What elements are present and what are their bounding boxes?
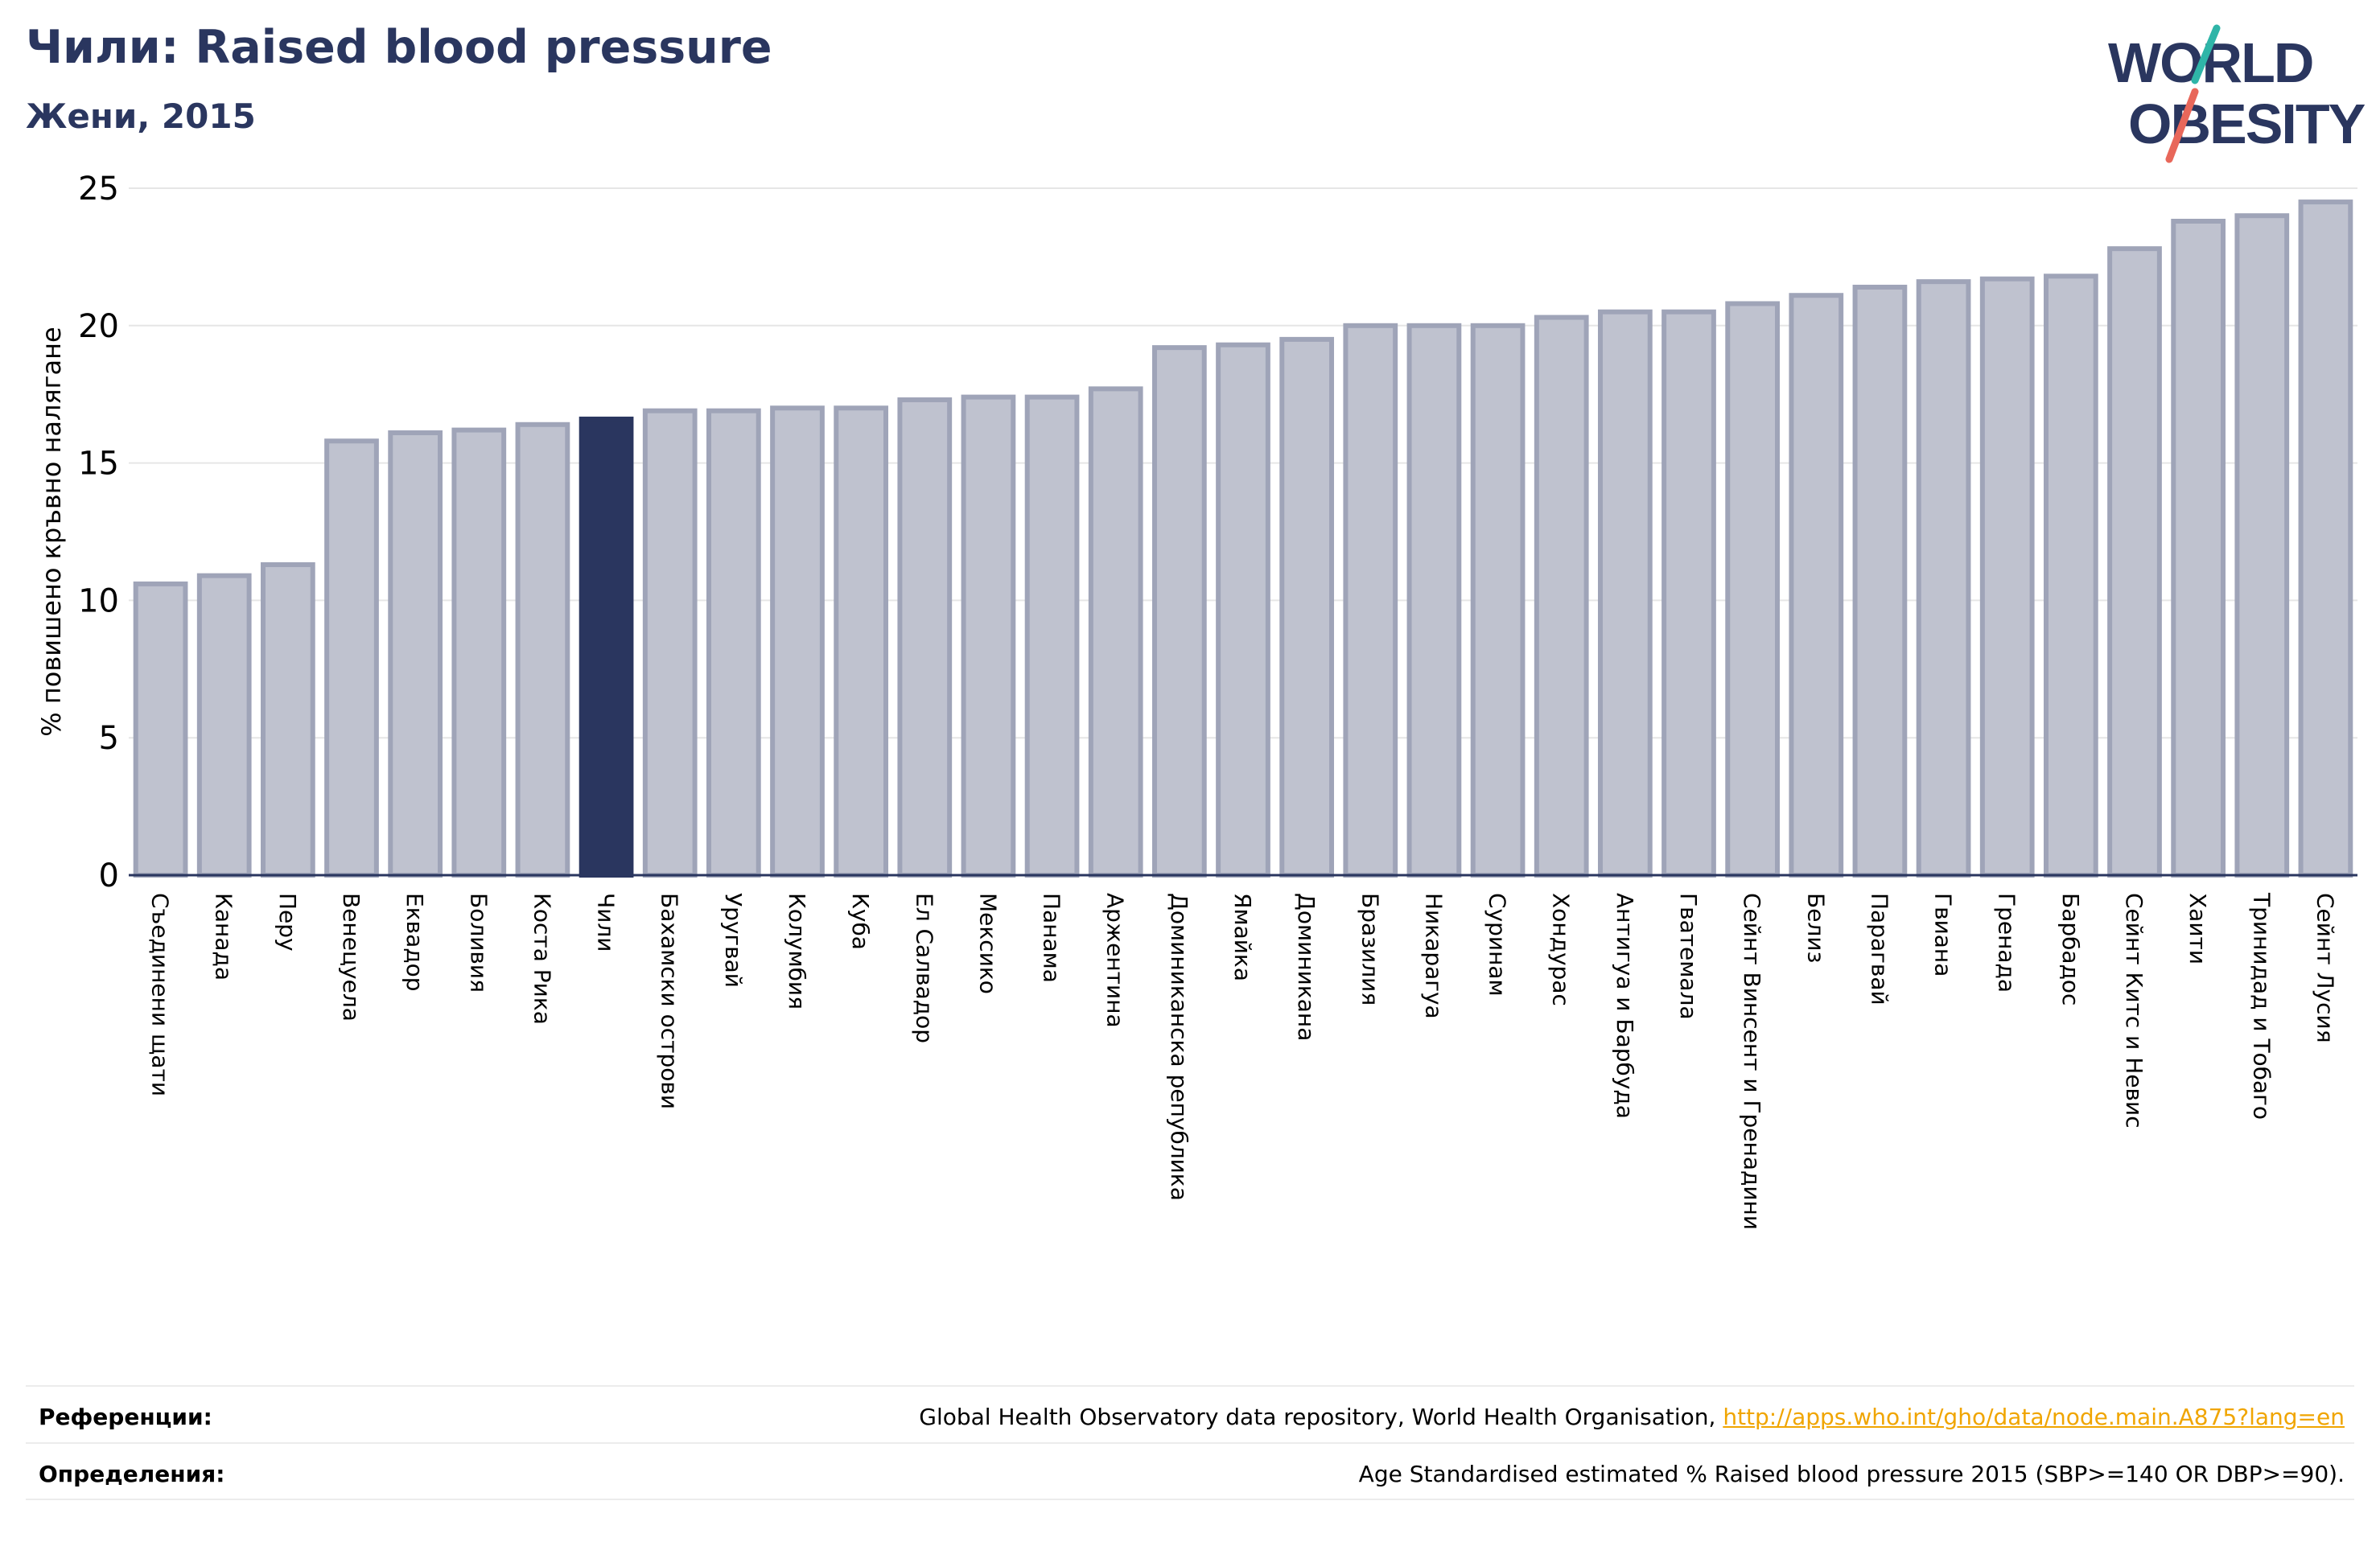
bar — [579, 416, 634, 878]
y-tick-label: 20 — [78, 308, 119, 345]
bar — [1916, 279, 1971, 878]
x-tick-label: Ямайка — [1229, 893, 1256, 981]
x-tick-label: Венецуела — [338, 893, 364, 1022]
references-link[interactable]: http://apps.who.int/gho/data/node.main.A… — [1723, 1404, 2345, 1430]
x-tick-label: Суринам — [1484, 893, 1511, 997]
y-tick-label: 15 — [78, 446, 119, 483]
logo-slash-red — [2165, 88, 2199, 163]
x-tick-label: Сейнт Винсент и Гренадини — [1739, 893, 1765, 1230]
bar — [196, 573, 252, 878]
bar — [1406, 323, 1462, 878]
bar — [1470, 323, 1526, 878]
bar — [451, 427, 507, 878]
bar — [260, 561, 315, 878]
logo-line-2: OBESITY — [2128, 93, 2366, 155]
bar — [770, 405, 825, 878]
x-tick-label: Бахамски острови — [657, 893, 683, 1109]
x-tick-label: Гвиана — [1930, 893, 1957, 977]
bar — [1725, 301, 1781, 878]
x-tick-label: Доминикана — [1293, 893, 1320, 1041]
bar — [388, 430, 443, 878]
chart-subtitle: Жени, 2015 — [26, 97, 256, 136]
x-tick-label: Доминиканска република — [1166, 893, 1192, 1201]
footer-divider-bottom — [26, 1499, 2354, 1500]
bar — [834, 405, 889, 878]
y-tick-label: 5 — [99, 720, 119, 757]
bar — [1534, 315, 1589, 878]
bar — [1088, 386, 1143, 878]
x-tick-label: Гватемала — [1675, 893, 1702, 1020]
y-tick-label: 25 — [78, 171, 119, 208]
references-text: Global Health Observatory data repositor… — [919, 1404, 2345, 1430]
bar — [2298, 199, 2353, 878]
bar — [1024, 394, 1080, 878]
x-tick-label: Никарагуа — [1420, 893, 1447, 1019]
x-tick-label: Канада — [211, 893, 237, 981]
y-tick-label: 0 — [99, 857, 119, 894]
bar — [897, 397, 953, 878]
x-tick-label: Еквадор — [401, 893, 428, 992]
logo-slash-teal — [2191, 24, 2221, 84]
bar — [1216, 342, 1270, 878]
world-obesity-logo: WORLD OBESITY — [2108, 24, 2366, 163]
definitions-label: Определения: — [39, 1461, 225, 1487]
x-tick-label: Ел Салвадор — [911, 893, 937, 1043]
bar — [133, 581, 188, 878]
bar — [706, 408, 761, 878]
chart-title: Чили: Raised blood pressure — [26, 21, 772, 74]
x-tick-label: Гренада — [1994, 893, 2020, 993]
x-tick-label: Уругвай — [720, 893, 747, 988]
x-tick-label: Съединени щати — [147, 893, 174, 1096]
x-tick-label: Колумбия — [784, 893, 810, 1009]
bar — [1343, 323, 1398, 878]
bar — [1852, 284, 1908, 878]
footer-divider-middle — [26, 1442, 2354, 1444]
bar-chart: 0 5 10 15 20 25 % повишено кръвно налягане Съед… — [36, 171, 2357, 1230]
x-tick-label: Сейнт Лусия — [2312, 893, 2338, 1043]
x-tick-label: Хондурас — [1548, 893, 1575, 1006]
bar — [1979, 276, 2035, 878]
x-tick-label: Аржентина — [1102, 893, 1129, 1028]
bar — [1279, 336, 1335, 878]
bar — [324, 438, 379, 878]
x-tick-label: Хаити — [2184, 893, 2211, 964]
x-tick-label: Панама — [1039, 893, 1065, 983]
x-tick-label: Чили — [593, 893, 620, 952]
y-axis-label: % повишено кръвно налягане — [36, 327, 67, 736]
bar — [2043, 273, 2098, 878]
bar — [642, 408, 698, 878]
x-tick-label: Перу — [274, 893, 301, 952]
bar — [1661, 309, 1716, 878]
x-tick-label: Мексико — [974, 893, 1001, 994]
references-label: Референции: — [39, 1404, 212, 1430]
x-tick-label: Парагвай — [1866, 893, 1892, 1005]
bar — [1597, 309, 1653, 878]
x-tick-label: Бразилия — [1357, 893, 1383, 1005]
bar — [2234, 213, 2290, 878]
bar — [1151, 345, 1207, 878]
bar — [515, 421, 570, 878]
x-tick-label: Тринидад и Тобаго — [2248, 892, 2275, 1120]
x-tick-label: Антигуа и Барбуда — [1612, 893, 1638, 1119]
bar — [2107, 246, 2162, 878]
definitions-text: Age Standardised estimated % Raised bloo… — [1358, 1461, 2345, 1487]
y-tick-label: 10 — [78, 582, 119, 619]
references-source: Global Health Observatory data repositor… — [919, 1404, 1723, 1430]
x-tick-label: Сейнт Китс и Невис — [2121, 893, 2147, 1129]
bar — [1789, 293, 1844, 878]
bar — [961, 394, 1016, 878]
x-tick-label: Боливия — [465, 893, 492, 993]
x-tick-label: Коста Рика — [529, 893, 555, 1025]
bar — [2171, 218, 2226, 878]
x-tick-label: Барбадос — [2057, 893, 2084, 1005]
x-tick-label: Куба — [847, 893, 874, 950]
x-tick-label: Белиз — [1802, 893, 1829, 963]
footer-divider-top — [26, 1385, 2354, 1387]
